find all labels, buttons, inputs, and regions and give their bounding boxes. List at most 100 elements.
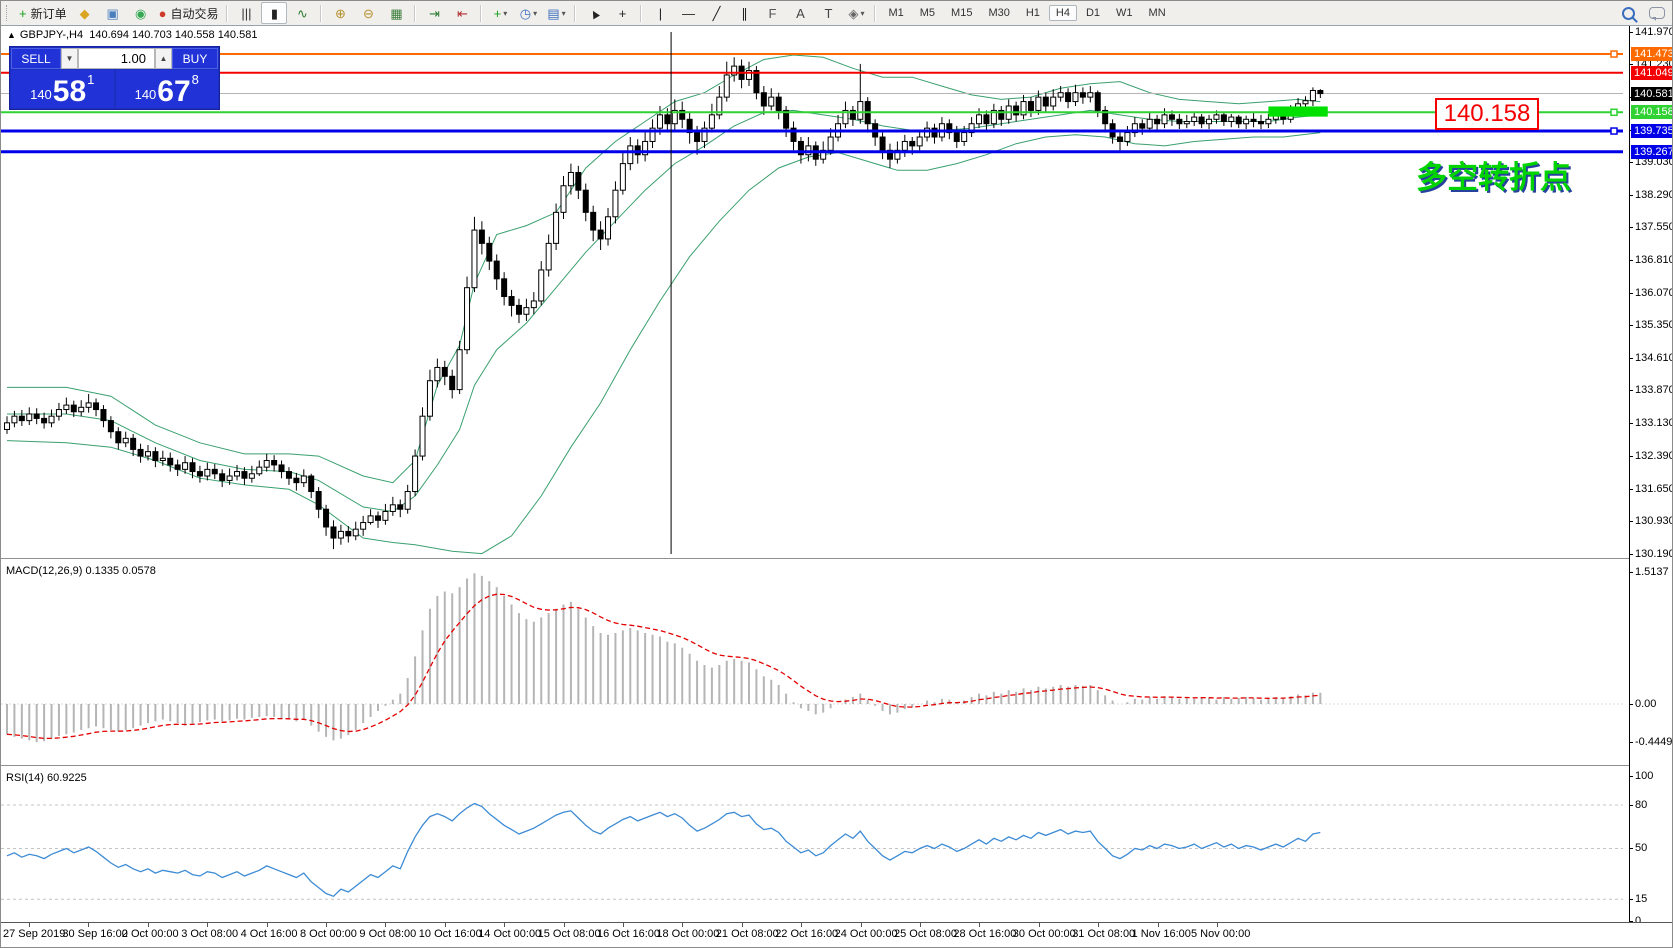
candle-body — [4, 422, 10, 430]
timeframe-m30[interactable]: M30 — [988, 7, 1010, 19]
candle-body — [478, 229, 485, 244]
timeframe-m5[interactable]: M5 — [919, 7, 936, 19]
rsi-panel[interactable]: RSI(14) 60.9225 — [1, 769, 1629, 922]
bar-chart-icon: ||| — [241, 5, 252, 21]
timeframe-d1[interactable]: D1 — [1085, 7, 1101, 19]
tile-windows-button[interactable]: ▦ — [383, 2, 409, 24]
volume-up-button[interactable]: ▲ — [155, 48, 172, 69]
timeframe-w1[interactable]: W1 — [1116, 7, 1133, 19]
volume-input[interactable]: 1.00 — [78, 48, 155, 69]
buy-price[interactable]: 140 67 8 — [115, 70, 218, 108]
price-badge: 140.158 — [1631, 105, 1672, 120]
highlight-rectangle[interactable] — [1268, 106, 1328, 117]
chart-shift-button[interactable]: ⇤ — [449, 2, 475, 24]
hline-handle[interactable] — [1610, 108, 1618, 117]
bollinger-middle-band — [7, 109, 1321, 513]
candle-body — [352, 528, 359, 537]
zoom-in-icon: ⊕ — [335, 5, 346, 21]
auto-scroll-button[interactable]: ⇥ — [421, 2, 447, 24]
dropdown-arrow-icon[interactable]: ▾ — [860, 8, 865, 18]
search-icon[interactable] — [1622, 6, 1635, 20]
time-label: 3 Oct 08:00 — [181, 928, 239, 940]
time-tick — [1217, 923, 1218, 927]
crosshair-button[interactable]: + — [609, 2, 635, 24]
price-tick-label: 130.190 — [1630, 548, 1672, 561]
gold-button[interactable]: ◆ — [72, 2, 98, 24]
chat-icon[interactable] — [1649, 7, 1665, 21]
line-chart-button[interactable]: ∿ — [289, 2, 315, 24]
fibonacci-button[interactable]: F — [759, 2, 785, 24]
dropdown-arrow-icon[interactable]: ▾ — [533, 8, 538, 18]
periods-button[interactable]: ◷ ▾ — [515, 2, 541, 24]
price-tick-label: 133.130 — [1630, 417, 1672, 430]
turning-point-annotation: 多空转折点 — [1416, 160, 1571, 195]
candle-body — [605, 216, 612, 240]
zoom-in-button[interactable]: ⊕ — [327, 2, 353, 24]
sell-price[interactable]: 140 58 1 — [11, 70, 114, 108]
time-label: 8 Oct 00:00 — [300, 928, 357, 940]
candle-body — [1065, 92, 1072, 103]
candle-body — [167, 457, 174, 466]
price-tick-label: 136.810 — [1630, 254, 1672, 267]
toolbar-separator — [574, 4, 577, 22]
candle-body — [842, 109, 849, 125]
bar-chart-button[interactable]: ||| — [233, 2, 259, 24]
candle-body — [137, 448, 144, 457]
hline-handle[interactable] — [1610, 127, 1618, 135]
time-label: 16 Oct 16:00 — [597, 928, 660, 940]
main-chart[interactable]: ▲ GBPJPY-,H4 140.694 140.703 140.558 140.… — [1, 26, 1629, 559]
text-icon: A — [796, 5, 805, 21]
candlestick-canvas[interactable] — [1, 26, 1629, 559]
sell-button[interactable]: SELL — [11, 48, 61, 69]
candlestick-icon: ▮ — [270, 5, 279, 21]
signals-button[interactable]: ◉ — [128, 2, 154, 24]
buy-button[interactable]: BUY — [172, 48, 218, 69]
candlestick-button[interactable]: ▮ — [261, 2, 288, 24]
timeframe-h1[interactable]: H1 — [1025, 7, 1040, 19]
dropdown-arrow-icon[interactable]: ▾ — [561, 8, 566, 18]
hline-handle[interactable] — [1610, 50, 1618, 58]
arrows-button[interactable]: ◈ ▾ — [843, 2, 869, 24]
templates-button[interactable]: ▤ ▾ — [543, 2, 569, 24]
collapse-icon[interactable]: ▲ — [7, 30, 16, 40]
channel-button[interactable]: ∥ — [731, 2, 757, 24]
time-label: 1 Nov 16:00 — [1131, 928, 1191, 940]
macd-panel[interactable]: MACD(12,26,9) 0.1335 0.0578 — [1, 562, 1629, 765]
horizontal-line-button[interactable]: — — [675, 2, 701, 24]
autotrading-button[interactable]: ● 自动交易 — [156, 2, 222, 24]
cursor-icon: ▲ — [585, 3, 604, 23]
time-label: 18 Oct 00:00 — [656, 928, 720, 940]
price-tick-label: 134.610 — [1630, 352, 1672, 365]
candle-body — [426, 380, 433, 417]
market-watch-button[interactable]: ▣ — [100, 2, 126, 24]
zoom-out-icon: ⊖ — [363, 5, 374, 21]
timeframe-h4[interactable]: H4 — [1048, 5, 1077, 21]
price-axis[interactable]: 141.970141.230140.490139.750139.030138.2… — [1629, 26, 1672, 927]
price-level-label[interactable]: 140.158 — [1435, 98, 1539, 130]
dropdown-arrow-icon[interactable]: ▾ — [503, 8, 508, 18]
candle-body — [404, 491, 411, 510]
candle-body — [107, 420, 114, 433]
timeframe-mn[interactable]: MN — [1148, 7, 1166, 19]
line-chart-icon: ∿ — [297, 5, 308, 21]
trendline-button[interactable]: ╱ — [703, 2, 729, 24]
volume-down-button[interactable]: ▼ — [61, 48, 78, 69]
new-order-button[interactable]: + 新订单 — [16, 2, 70, 24]
price-tick-label: 137.550 — [1630, 221, 1672, 234]
candle-body — [990, 109, 997, 125]
text-button[interactable]: A — [787, 2, 813, 24]
zoom-out-button[interactable]: ⊖ — [355, 2, 381, 24]
macd-canvas[interactable] — [1, 562, 1629, 765]
label-button[interactable]: T — [815, 2, 841, 24]
rsi-canvas[interactable] — [1, 769, 1629, 922]
vertical-line-button[interactable]: | — [647, 2, 673, 24]
indicators-button[interactable]: + ▾ — [487, 2, 513, 24]
timeframe-m1[interactable]: M1 — [888, 7, 904, 19]
timeframe-m15[interactable]: M15 — [951, 7, 973, 19]
price-tick-label: 141.970 — [1630, 26, 1672, 39]
candle-body — [1206, 118, 1213, 125]
candle-body — [909, 140, 916, 147]
time-axis[interactable]: 27 Sep 2019 30 Sep 16:00 2 Oct 00:00 3 Oct … — [1, 922, 1672, 947]
cursor-button[interactable]: ▲ — [581, 2, 607, 24]
